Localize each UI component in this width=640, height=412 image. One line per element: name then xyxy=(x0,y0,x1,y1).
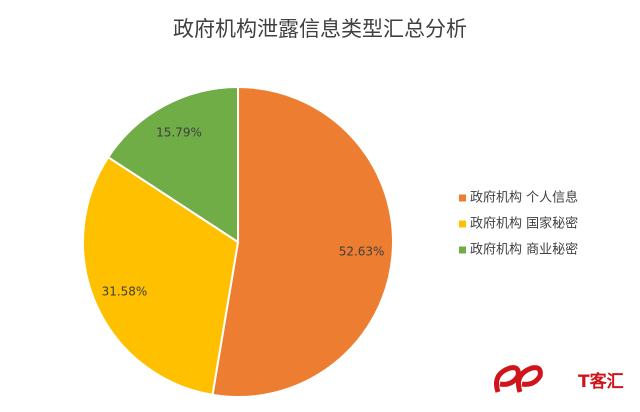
watermark-text: T客汇 xyxy=(578,371,624,392)
legend-swatch xyxy=(459,246,466,254)
chart-title: 政府机构泄露信息类型汇总分析 xyxy=(173,17,467,41)
legend-swatch xyxy=(459,194,466,202)
watermark-logo: T客汇 xyxy=(494,365,624,393)
legend-swatch xyxy=(459,220,466,228)
pie-slice xyxy=(106,85,239,244)
data-label: 31.58% xyxy=(102,284,148,298)
legend-label: 政府机构 国家秘密 xyxy=(470,216,578,232)
legend-label: 政府机构 商业秘密 xyxy=(470,242,578,258)
data-label: 52.63% xyxy=(339,245,385,259)
logo-mark xyxy=(494,365,543,393)
data-label: 15.79% xyxy=(156,125,202,139)
legend-label: 政府机构 个人信息 xyxy=(470,190,578,206)
pie-slice xyxy=(82,155,240,397)
pie-slice xyxy=(211,85,394,398)
